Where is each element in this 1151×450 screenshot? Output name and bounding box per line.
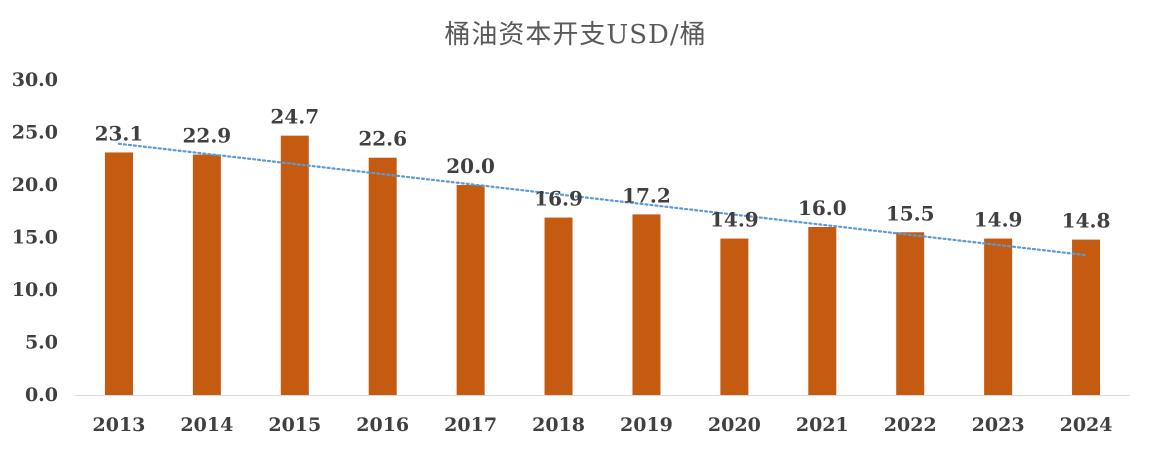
- x-tick-label: 2014: [180, 414, 233, 436]
- x-tick-label: 2016: [356, 414, 409, 436]
- x-tick-label: 2017: [444, 414, 497, 436]
- y-tick-label: 20.0: [12, 174, 58, 196]
- linear-trendline: [117, 142, 1088, 257]
- x-tick-label: 2023: [972, 414, 1025, 436]
- data-label-2016: 22.6: [358, 127, 407, 151]
- y-tick-label: 15.0: [12, 227, 58, 249]
- x-tick-label: 2021: [796, 414, 849, 436]
- bar-2015: [280, 135, 309, 395]
- y-tick-label: 30.0: [12, 69, 58, 91]
- bar-2014: [192, 154, 221, 395]
- data-label-2023: 14.9: [974, 208, 1023, 232]
- bar-2017: [456, 185, 485, 395]
- x-tick-label: 2019: [620, 414, 673, 436]
- x-axis-ticks: 2013 2014 2015 2016 2017 2018 2019 2020 2021 2022…: [93, 414, 1113, 436]
- bar-series: [104, 135, 1101, 395]
- y-tick-label: 25.0: [12, 122, 58, 144]
- x-tick-label: 2013: [93, 414, 146, 436]
- trendline: [117, 142, 1088, 257]
- data-label-2020: 14.9: [710, 208, 759, 232]
- bar-2016: [368, 157, 397, 395]
- x-tick-label: 2022: [884, 414, 937, 436]
- data-label-2022: 15.5: [886, 201, 935, 225]
- y-tick-label: 5.0: [25, 332, 58, 354]
- y-tick-label: 0.0: [25, 384, 58, 406]
- bar-2020: [720, 238, 749, 395]
- data-label-2017: 20.0: [446, 154, 495, 178]
- bar-2019: [632, 214, 661, 395]
- x-tick-label: 2024: [1060, 414, 1113, 436]
- bar-2021: [808, 227, 837, 395]
- data-label-2014: 22.9: [183, 124, 232, 148]
- y-tick-label: 10.0: [12, 279, 58, 301]
- x-tick-label: 2018: [532, 414, 585, 436]
- bar-2013: [104, 152, 133, 395]
- data-labels: 23.1 22.9 24.7 22.6 20.0 16.9 17.2 14.9 16.0 15.5…: [95, 105, 1111, 233]
- data-label-2015: 24.7: [270, 105, 319, 129]
- bar-2018: [544, 217, 573, 395]
- data-label-2013: 23.1: [95, 121, 144, 145]
- bar-2023: [984, 238, 1013, 395]
- data-label-2024: 14.8: [1062, 209, 1111, 233]
- data-label-2021: 16.0: [798, 196, 847, 220]
- bar-2024: [1072, 239, 1101, 395]
- data-label-2018: 16.9: [534, 187, 583, 211]
- x-tick-label: 2020: [708, 414, 761, 436]
- bar-2022: [896, 232, 925, 395]
- chart-title: 桶油资本开支USD/桶: [444, 20, 707, 50]
- x-tick-label: 2015: [268, 414, 321, 436]
- y-axis-ticks: 0.0 5.0 10.0 15.0 20.0 25.0 30.0: [12, 69, 58, 406]
- data-label-2019: 17.2: [622, 183, 671, 207]
